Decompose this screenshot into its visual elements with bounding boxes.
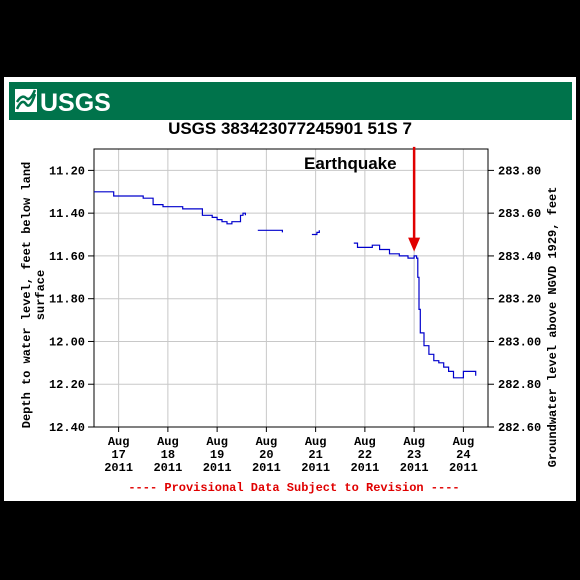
left-tick-label: 11.20 [49,164,85,178]
right-tick-label: 283.20 [498,293,541,307]
x-tick-label: Aug [354,435,376,449]
right-tick-label: 283.00 [498,335,541,349]
x-axis: Aug172011Aug182011Aug192011Aug202011Aug2… [104,427,478,475]
chart-title: USGS 383423077245901 51S 7 [168,119,412,138]
x-tick-label: 20 [259,448,273,462]
x-tick-label: 19 [210,448,224,462]
left-axis-label-line2: surface [34,270,48,320]
usgs-logo: USGS [15,89,111,116]
x-tick-label: 2011 [203,461,232,475]
right-tick-label: 283.80 [498,164,541,178]
series-line [257,229,283,233]
series-line [311,230,320,236]
earthquake-annotation: Earthquake [304,154,397,173]
left-axis: 11.20 11.40 11.60 11.80 12.00 12.20 12.40 [49,164,94,435]
usgs-banner: USGS [9,82,572,120]
x-tick-label: 21 [308,448,322,462]
series-line [94,191,246,225]
x-tick-label: Aug [256,435,278,449]
provisional-footnote: ---- Provisional Data Subject to Revisio… [128,481,459,495]
left-tick-label: 12.20 [49,378,85,392]
x-tick-label: 2011 [104,461,133,475]
x-tick-label: Aug [157,435,179,449]
series-group [94,191,477,379]
x-tick-label: 18 [161,448,175,462]
left-axis-label-line1: Depth to water level, feet below land [20,162,34,428]
x-tick-label: 22 [358,448,372,462]
x-tick-label: 2011 [301,461,330,475]
x-tick-label: Aug [108,435,130,449]
arrow-head [408,237,421,252]
right-axis: 283.80 283.60 283.40 283.20 283.00 282.80 282.… [488,164,541,435]
plot-area [93,148,489,428]
left-tick-label: 12.00 [49,335,85,349]
x-tick-label: 2011 [252,461,281,475]
hydrograph-chart: USGS 383423077245901 51S 7 11.2011.4011.… [20,119,560,495]
left-tick-label: 11.60 [49,250,85,264]
right-tick-label: 282.80 [498,378,541,392]
chart-frame: USGS USGS 383423077245901 51S 7 11.20 11.… [4,77,576,501]
x-tick-label: 2011 [350,461,379,475]
x-tick-label: Aug [305,435,327,449]
x-tick-label: Aug [453,435,475,449]
x-tick-label: 2011 [153,461,182,475]
x-tick-label: Aug [403,435,425,449]
x-tick-label: 24 [456,448,470,462]
right-tick-label: 283.60 [498,207,541,221]
x-tick-label: 2011 [400,461,429,475]
left-tick-label: 12.40 [49,421,85,435]
logo-text: USGS [40,89,111,116]
earthquake-arrow [408,146,421,252]
series-line [353,242,477,379]
left-tick-label: 11.40 [49,207,85,221]
right-axis-label: Groundwater level above NGVD 1929, feet [546,187,560,468]
grid-lines [94,149,488,428]
x-tick-label: Aug [206,435,228,449]
x-tick-label: 23 [407,448,421,462]
x-tick-label: 17 [111,448,125,462]
left-tick-label: 11.80 [49,293,85,307]
right-tick-label: 283.40 [498,250,541,264]
right-tick-label: 282.60 [498,421,541,435]
x-tick-label: 2011 [449,461,478,475]
